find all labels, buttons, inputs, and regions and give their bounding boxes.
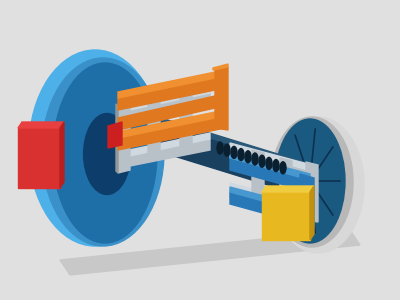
Ellipse shape bbox=[84, 113, 130, 194]
Polygon shape bbox=[118, 70, 225, 98]
Ellipse shape bbox=[29, 50, 161, 246]
Ellipse shape bbox=[273, 160, 279, 172]
Polygon shape bbox=[120, 139, 210, 168]
Polygon shape bbox=[280, 158, 292, 218]
Polygon shape bbox=[262, 192, 310, 240]
Polygon shape bbox=[230, 192, 310, 226]
Ellipse shape bbox=[266, 158, 272, 169]
Polygon shape bbox=[230, 187, 310, 214]
Polygon shape bbox=[230, 143, 308, 170]
Polygon shape bbox=[120, 133, 210, 158]
Polygon shape bbox=[306, 162, 318, 222]
Polygon shape bbox=[18, 128, 60, 188]
Ellipse shape bbox=[305, 172, 315, 190]
Polygon shape bbox=[108, 122, 122, 148]
Polygon shape bbox=[60, 230, 360, 275]
Ellipse shape bbox=[252, 153, 258, 165]
Polygon shape bbox=[148, 114, 310, 170]
Polygon shape bbox=[213, 64, 228, 70]
Polygon shape bbox=[60, 122, 64, 188]
Polygon shape bbox=[215, 67, 228, 130]
Polygon shape bbox=[116, 104, 118, 173]
Polygon shape bbox=[300, 174, 314, 228]
Ellipse shape bbox=[224, 144, 230, 156]
Polygon shape bbox=[120, 87, 210, 112]
Ellipse shape bbox=[272, 117, 364, 253]
Polygon shape bbox=[230, 158, 310, 192]
Polygon shape bbox=[120, 93, 210, 122]
Polygon shape bbox=[230, 188, 308, 220]
Ellipse shape bbox=[275, 119, 345, 243]
Ellipse shape bbox=[231, 146, 237, 158]
Ellipse shape bbox=[271, 117, 353, 247]
Ellipse shape bbox=[259, 155, 265, 167]
Polygon shape bbox=[118, 110, 225, 138]
Ellipse shape bbox=[42, 58, 164, 246]
Polygon shape bbox=[118, 76, 225, 110]
Polygon shape bbox=[118, 116, 225, 150]
Polygon shape bbox=[118, 96, 215, 130]
Polygon shape bbox=[148, 118, 310, 198]
Polygon shape bbox=[230, 148, 308, 180]
Ellipse shape bbox=[280, 162, 286, 174]
Ellipse shape bbox=[238, 148, 244, 160]
Polygon shape bbox=[262, 186, 314, 192]
Polygon shape bbox=[252, 150, 264, 212]
Ellipse shape bbox=[217, 142, 223, 154]
Polygon shape bbox=[118, 103, 130, 173]
Polygon shape bbox=[230, 183, 308, 210]
Polygon shape bbox=[18, 122, 64, 128]
Polygon shape bbox=[180, 91, 192, 149]
Polygon shape bbox=[230, 153, 310, 180]
Ellipse shape bbox=[53, 63, 157, 243]
Polygon shape bbox=[310, 186, 314, 240]
Ellipse shape bbox=[245, 151, 251, 163]
Polygon shape bbox=[148, 97, 160, 155]
